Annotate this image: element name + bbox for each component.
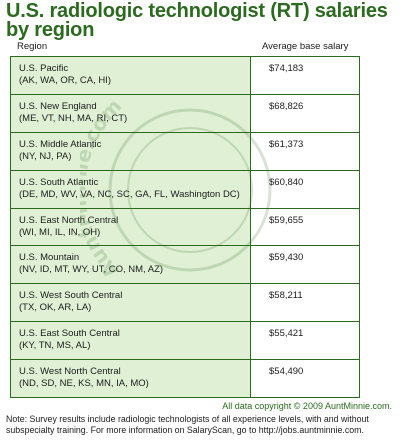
region-name: U.S. West North Central [19, 366, 121, 378]
region-states: (AK, WA, OR, CA, HI) [19, 75, 112, 86]
salary-cell: $59,655 [269, 214, 304, 226]
region-cell: U.S. West South Central (TX, OK, AR, LA) [11, 284, 251, 322]
region-cell: U.S. Pacific (AK, WA, OR, CA, HI) [11, 57, 251, 94]
region-name: U.S. New England [19, 100, 97, 112]
region-name: U.S. West South Central [19, 290, 123, 302]
table-row: U.S. West South Central (TX, OK, AR, LA) $… [11, 283, 359, 322]
salary-cell: $61,373 [269, 138, 304, 150]
table-row: U.S. Pacific (AK, WA, OR, CA, HI) $74,183 [11, 57, 359, 94]
salary-cell: $68,826 [269, 100, 304, 112]
region-cell: U.S. East South Central (KY, TN, MS, AL) [11, 322, 251, 360]
salary-cell: $74,183 [269, 63, 304, 74]
region-cell: U.S. South Atlantic (DE, MD, WV, VA, NC, … [11, 170, 251, 208]
chart-title: U.S. radiologic technologist (RT) salari… [6, 0, 388, 41]
table-row: U.S. East North Central (WI, MI, IL, IN, … [11, 207, 359, 246]
region-states: (ND, SD, NE, KS, MN, IA, MO) [19, 378, 149, 390]
region-name: U.S. East South Central [19, 328, 120, 340]
salary-cell: $60,840 [269, 176, 304, 188]
region-name: U.S. Mountain [19, 252, 80, 264]
region-states: (ME, VT, NH, MA, RI, CT) [19, 112, 128, 124]
region-cell: U.S. East North Central (WI, MI, IL, IN, … [11, 208, 251, 246]
region-cell: U.S. West North Central (ND, SD, NE, KS, … [11, 360, 251, 397]
table-row: U.S. South Atlantic (DE, MD, WV, VA, NC, … [11, 169, 359, 208]
region-name: U.S. East North Central [19, 214, 119, 226]
region-cell: U.S. Mountain (NV, ID, MT, WY, UT, CO, NM… [11, 246, 251, 284]
region-states: (KY, TN, MS, AL) [19, 340, 91, 352]
salary-cell: $58,211 [269, 290, 303, 302]
region-name: U.S. Pacific [19, 63, 69, 74]
region-states: (NV, ID, MT, WY, UT, CO, NM, AZ) [19, 264, 164, 276]
table-row: U.S. Mountain (NV, ID, MT, WY, UT, CO, NM… [11, 245, 359, 284]
table-row: U.S. New England (ME, VT, NH, MA, RI, CT)… [11, 93, 359, 132]
region-states: (DE, MD, WV, VA, NC, SC, GA, FL, Washing… [19, 188, 240, 200]
table-row: U.S. Middle Atlantic (NY, NJ, PA) $61,373 [11, 131, 359, 170]
footnote: Note: Survey results include radiologic … [6, 414, 369, 435]
salary-table: U.S. Pacific (AK, WA, OR, CA, HI) $74,183 U… [10, 56, 360, 398]
region-cell: U.S. New England (ME, VT, NH, MA, RI, CT) [11, 94, 251, 132]
salary-cell: $59,430 [269, 252, 304, 264]
salary-cell: $55,421 [269, 328, 304, 340]
region-states: (WI, MI, IL, IN, OH) [19, 226, 101, 238]
table-row: U.S. West North Central (ND, SD, NE, KS, … [11, 359, 359, 397]
table-row: U.S. East South Central (KY, TN, MS, AL) $… [11, 321, 359, 360]
region-name: U.S. South Atlantic [19, 176, 99, 188]
column-header-region: Region [17, 41, 48, 52]
region-states: (TX, OK, AR, LA) [19, 302, 92, 314]
region-states: (NY, NJ, PA) [19, 150, 72, 162]
region-cell: U.S. Middle Atlantic (NY, NJ, PA) [11, 132, 251, 170]
region-name: U.S. Middle Atlantic [19, 138, 102, 150]
copyright-text: All data copyright © 2009 AuntMinnie.com… [222, 401, 392, 411]
column-header-salary: Average base salary [262, 41, 349, 52]
salary-cell: $54,490 [269, 366, 304, 378]
